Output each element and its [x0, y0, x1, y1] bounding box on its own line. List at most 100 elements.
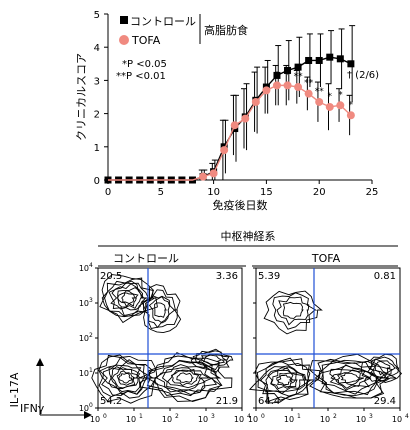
contour-line: [330, 369, 370, 389]
data-point: [230, 121, 239, 130]
x-tick-exponent: 1: [139, 413, 143, 420]
x-tick-exponent: 0: [261, 413, 265, 420]
contour-line: [170, 369, 200, 387]
death-annotation: † (2/6): [347, 70, 379, 81]
significance-mark: **: [294, 72, 304, 82]
y-tick-label: 10: [79, 334, 89, 343]
data-point: [336, 101, 345, 110]
y-arrow-head-icon: [36, 358, 44, 366]
contour-line: [91, 354, 158, 404]
data-point: [325, 102, 334, 111]
data-point: [346, 111, 355, 120]
flow-panel-control: 20.5 3.36 54.2 21.9: [91, 267, 243, 409]
flow-cytometry-section: 中枢神経系 コントロール TOFA 20.5 3.36 54.2 21.9 5.…: [8, 229, 409, 424]
contour-line: [270, 369, 298, 390]
contour-line: [143, 289, 178, 330]
quadrant-lower-right: 21.9: [216, 396, 238, 407]
contour-line: [121, 292, 135, 304]
contour-line: [116, 370, 137, 386]
data-point: [305, 56, 313, 64]
contour-line: [319, 360, 378, 396]
x-tick-label: 0: [105, 187, 111, 198]
significance-mark: *: [328, 92, 333, 102]
data-point: [315, 97, 324, 106]
contour-line: [148, 296, 170, 324]
y-tick-exponent: 4: [89, 262, 93, 269]
data-point: [294, 63, 302, 71]
contour-line: [368, 358, 397, 379]
x-tick-label: 10: [198, 415, 208, 424]
quadrant-lower-right: 29.4: [374, 396, 396, 407]
y-tick-label: 5: [94, 10, 100, 21]
contour-line: [102, 359, 150, 395]
data-point: [315, 56, 323, 64]
significance-note-1: *P <0.05: [122, 59, 167, 70]
x-tick-label: 15: [260, 187, 273, 198]
contour-line: [276, 296, 310, 326]
data-point: [347, 60, 355, 68]
contour-line: [258, 365, 313, 397]
legend-marker-tofa: [119, 35, 129, 45]
data-point: [220, 146, 229, 155]
data-point: [273, 71, 281, 79]
y-tick-label: 10: [79, 264, 89, 273]
contour-line: [104, 280, 153, 317]
contour-line: [111, 367, 138, 389]
y-tick-label: 0: [94, 176, 100, 187]
x-tick-exponent: 4: [405, 413, 409, 420]
significance-mark: *: [338, 90, 343, 100]
data-point: [304, 89, 313, 98]
contour-line: [99, 274, 158, 324]
data-point: [336, 55, 344, 63]
significance-note-2: **P <0.01: [116, 71, 166, 82]
flow-panel-tofa: 5.39 0.81 64.4 29.4: [248, 267, 403, 409]
contour-line: [282, 301, 304, 319]
contour-line: [161, 367, 211, 391]
significance-mark: *: [285, 70, 290, 80]
data-point: [283, 81, 292, 90]
x-tick-label: 5: [158, 187, 164, 198]
x-tick-exponent: 4: [247, 413, 251, 420]
y-tick-label: 1: [94, 143, 100, 154]
series-line: [108, 84, 352, 181]
significance-mark: *: [349, 100, 354, 110]
x-tick-exponent: 2: [175, 413, 179, 420]
x-tick-label: 10: [126, 415, 136, 424]
x-tick-label: 10: [284, 415, 294, 424]
legend-marker-control: [120, 16, 128, 24]
data-point: [326, 53, 334, 61]
contour-line: [374, 360, 391, 376]
contour-line: [321, 365, 381, 395]
contour-line: [272, 292, 318, 330]
legend-label-tofa: TOFA: [131, 34, 161, 47]
data-point: [284, 66, 292, 74]
x-tick-label: 10: [90, 415, 100, 424]
panel-label-control: コントロール: [113, 252, 179, 265]
contour-line: [267, 367, 305, 395]
legend-group-label: 高脂肪食: [204, 23, 248, 37]
contour-line: [110, 283, 147, 311]
x-tick-label: 10: [162, 415, 172, 424]
contour-line: [263, 290, 323, 335]
contour-line: [319, 359, 388, 396]
legend: コントロール TOFA 高脂肪食: [119, 14, 248, 47]
data-point: [209, 169, 218, 178]
quadrant-lower-left: 64.4: [258, 396, 280, 407]
series-tofa: * * ****** * **: [108, 64, 355, 181]
quadrant-upper-right: 0.81: [374, 271, 396, 282]
contour-line: [314, 358, 394, 399]
quadrant-upper-left: 5.39: [258, 271, 280, 282]
quadrant-upper-left: 20.5: [100, 271, 122, 282]
y-axis-label: クリニカルスコア: [75, 53, 88, 141]
panel-label-tofa: TOFA: [311, 252, 341, 265]
data-point: [199, 172, 208, 181]
quadrant-upper-right: 3.36: [216, 271, 238, 282]
x-tick-label: 10: [248, 415, 258, 424]
contour-line: [118, 373, 132, 384]
y-tick-exponent: 0: [89, 402, 93, 409]
x-tick-label: 25: [366, 187, 379, 198]
contour-line: [277, 374, 293, 386]
contour-line: [276, 372, 297, 387]
